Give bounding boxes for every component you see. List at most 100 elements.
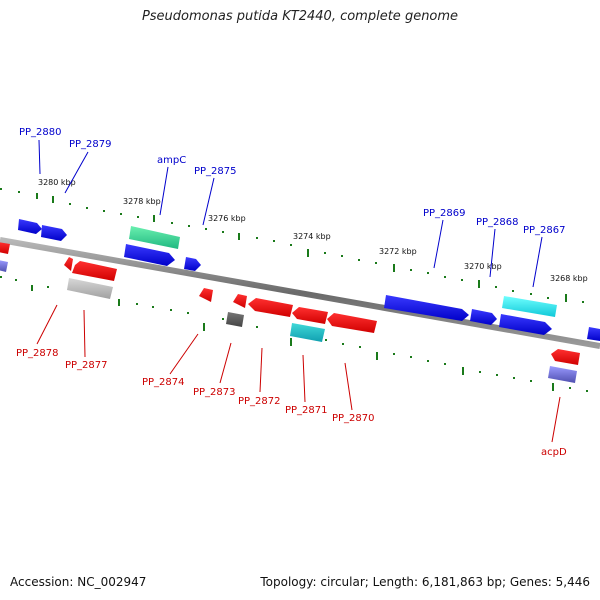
leader-line — [159, 166, 169, 216]
tick-mark — [0, 276, 2, 278]
gene-label[interactable]: PP_2875 — [194, 166, 237, 177]
gene-label[interactable]: PP_2872 — [238, 396, 281, 407]
tick-mark — [137, 216, 139, 218]
tick-mark — [393, 353, 395, 355]
gene-arrow[interactable] — [502, 296, 557, 317]
tick-mark — [187, 312, 189, 314]
gene-arrow[interactable] — [124, 244, 175, 266]
tick-mark — [569, 387, 571, 389]
tick-mark — [47, 286, 49, 288]
leader-line — [532, 236, 543, 288]
gene-label[interactable]: PP_2870 — [332, 413, 375, 424]
leader-line — [344, 362, 353, 411]
gene-arrow[interactable] — [0, 260, 8, 272]
gene-arrow[interactable] — [548, 366, 577, 383]
tick-mark — [120, 213, 122, 215]
tick-mark — [393, 264, 395, 272]
tick-mark — [256, 237, 258, 239]
tick-mark — [547, 297, 549, 299]
tick-mark — [15, 279, 17, 281]
gene-arrow[interactable] — [67, 278, 113, 299]
gene-label[interactable]: acpD — [541, 447, 567, 458]
gene-label[interactable]: PP_2874 — [142, 377, 185, 388]
gene-arrow[interactable] — [41, 225, 67, 241]
tick-mark — [238, 233, 240, 240]
tick-mark — [586, 390, 588, 392]
tick-mark — [375, 262, 377, 264]
inner-tick-ring — [0, 276, 588, 392]
tick-mark — [496, 374, 498, 376]
gene-arrow[interactable] — [184, 257, 201, 271]
gene-arrow[interactable] — [384, 295, 469, 321]
tick-mark — [152, 306, 154, 308]
tick-mark — [171, 222, 173, 224]
gene-label[interactable]: PP_2867 — [523, 225, 566, 236]
leader-line — [551, 396, 561, 443]
gene-arrow[interactable] — [551, 349, 580, 365]
gene-arrow[interactable] — [64, 257, 73, 271]
tick-mark — [31, 285, 33, 291]
gene-label[interactable]: PP_2879 — [69, 139, 112, 150]
gene-label[interactable]: PP_2873 — [193, 387, 236, 398]
gene-arrow[interactable] — [587, 327, 600, 341]
gene-arrow[interactable] — [226, 312, 244, 327]
tick-mark — [359, 346, 361, 348]
tick-mark — [324, 252, 326, 254]
tick-mark — [118, 299, 120, 306]
gene-arrow[interactable] — [470, 309, 497, 325]
gene-label[interactable]: PP_2868 — [476, 217, 519, 228]
gene-arrow[interactable] — [248, 298, 293, 317]
tick-mark — [427, 272, 429, 274]
leader-line — [202, 177, 215, 226]
gene-arrow[interactable] — [499, 314, 552, 335]
gene-label[interactable]: PP_2869 — [423, 208, 466, 219]
gene-arrow[interactable] — [327, 313, 377, 333]
gene-arrow[interactable] — [18, 219, 42, 234]
gene-label[interactable]: PP_2877 — [65, 360, 108, 371]
leader-line — [36, 304, 58, 345]
tick-mark — [18, 191, 20, 193]
ruler-label: 3272 kbp — [379, 247, 417, 256]
gene-arrow[interactable] — [72, 261, 117, 281]
outer-tick-ring — [0, 188, 584, 303]
accession-text: Accession: NC_002947 — [10, 575, 147, 589]
tick-mark — [358, 259, 360, 261]
tick-mark — [205, 228, 207, 230]
tick-mark — [479, 371, 481, 373]
tick-mark — [52, 196, 54, 203]
gene-arrow[interactable] — [290, 323, 325, 342]
leader-line — [259, 347, 263, 393]
tick-mark — [256, 326, 258, 328]
tick-mark — [495, 286, 497, 288]
tick-mark — [530, 380, 532, 382]
ruler-label: 3268 kbp — [550, 274, 588, 283]
leader-line — [489, 228, 496, 278]
gene-label[interactable]: ampC — [157, 155, 186, 166]
leader-line — [38, 139, 41, 175]
ruler-label: 3278 kbp — [123, 197, 161, 206]
gene-label[interactable]: PP_2871 — [285, 405, 328, 416]
ruler-label: 3274 kbp — [293, 232, 331, 241]
tick-mark — [462, 367, 464, 375]
reverse-leaders — [36, 304, 561, 443]
gene-arrow[interactable] — [199, 288, 213, 302]
gene-label[interactable]: PP_2878 — [16, 348, 59, 359]
leader-line — [302, 354, 306, 403]
gene-arrow[interactable] — [129, 226, 180, 249]
tick-mark — [582, 301, 584, 303]
gene-label[interactable]: PP_2880 — [19, 127, 62, 138]
tick-mark — [513, 377, 515, 379]
tick-mark — [153, 215, 155, 222]
tick-mark — [444, 363, 446, 365]
gene-arrow[interactable] — [292, 307, 328, 324]
tick-mark — [307, 249, 309, 257]
tick-mark — [103, 210, 105, 212]
tick-mark — [69, 203, 71, 205]
tick-mark — [222, 231, 224, 233]
leader-line — [169, 333, 199, 375]
forward-leaders — [38, 139, 543, 288]
ruler-label: 3280 kbp — [38, 178, 76, 187]
leader-line — [433, 219, 444, 269]
gene-arrow[interactable] — [233, 294, 247, 308]
gene-arrow[interactable] — [0, 242, 10, 254]
